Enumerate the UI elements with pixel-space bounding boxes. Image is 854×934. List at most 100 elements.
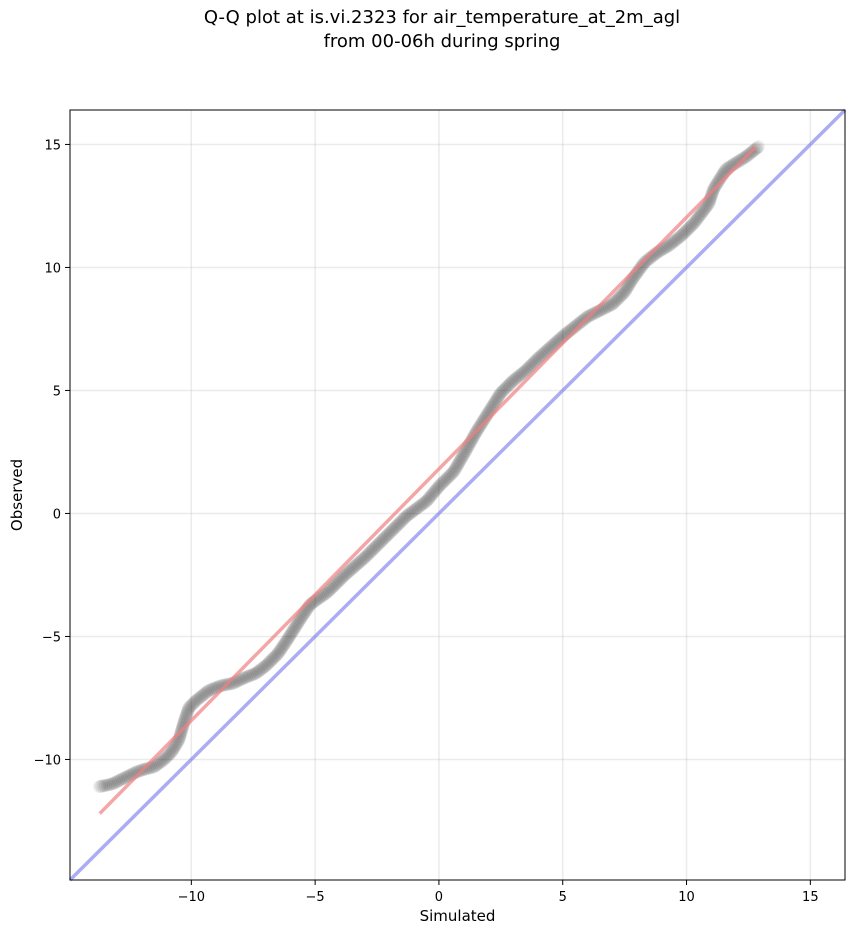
- qq-point: [517, 365, 531, 379]
- qq-point: [368, 540, 382, 554]
- qq-point: [182, 702, 196, 716]
- qq-point: [429, 482, 443, 496]
- qq-point: [405, 505, 419, 519]
- qq-point: [382, 527, 396, 541]
- qq-point: [499, 381, 513, 395]
- qq-point: [621, 279, 635, 293]
- qq-point: [383, 525, 397, 539]
- qq-point: [342, 564, 356, 578]
- qq-point: [487, 396, 501, 410]
- qq-point: [667, 235, 681, 249]
- qq-point: [664, 237, 678, 251]
- qq-point: [365, 543, 379, 557]
- qq-point: [614, 289, 628, 303]
- qq-point: [500, 379, 514, 393]
- qq-point: [289, 619, 303, 633]
- qq-point: [466, 431, 480, 445]
- qq-point: [518, 364, 532, 378]
- qq-point: [419, 494, 433, 508]
- qq-point: [180, 705, 194, 719]
- qq-point: [400, 509, 414, 523]
- qq-point: [180, 707, 194, 721]
- qq-point: [253, 663, 267, 677]
- qq-point: [236, 672, 250, 686]
- qq-point: [337, 568, 351, 582]
- qq-point: [333, 573, 347, 587]
- qq-point: [455, 450, 469, 464]
- qq-point: [292, 614, 306, 628]
- qq-point: [437, 474, 451, 488]
- x-tick-label: 10: [678, 890, 695, 905]
- qq-point: [348, 559, 362, 573]
- qq-point: [520, 363, 534, 377]
- qq-point: [345, 562, 359, 576]
- qq-point: [608, 294, 622, 308]
- qq-point: [691, 211, 705, 225]
- qq-point: [436, 475, 450, 489]
- qq-point: [278, 636, 292, 650]
- qq-point: [241, 669, 255, 683]
- qq-point: [274, 642, 288, 656]
- qq-point: [140, 762, 154, 776]
- qq-point: [711, 176, 725, 190]
- qq-point: [97, 779, 111, 793]
- qq-point: [611, 292, 625, 306]
- qq-point: [439, 472, 453, 486]
- qq-point: [699, 200, 713, 214]
- qq-point: [494, 386, 508, 400]
- y-tick-label: −10: [34, 753, 61, 768]
- qq-point: [325, 581, 339, 595]
- qq-point: [443, 468, 457, 482]
- qq-point: [352, 555, 366, 569]
- qq-point: [322, 584, 336, 598]
- qq-point: [153, 756, 167, 770]
- qq-point: [255, 662, 269, 676]
- qq-point: [496, 383, 510, 397]
- qq-point: [476, 415, 490, 429]
- qq-point: [202, 683, 216, 697]
- qq-point: [100, 778, 114, 792]
- x-tick-label: −5: [306, 890, 325, 905]
- qq-point: [376, 532, 390, 546]
- qq-point: [237, 671, 251, 685]
- qq-point: [389, 520, 403, 534]
- y-tick-label: 15: [44, 138, 61, 153]
- qq-point: [287, 622, 301, 636]
- qq-point: [104, 777, 118, 791]
- qq-point: [508, 372, 522, 386]
- qq-point: [374, 535, 388, 549]
- qq-point: [634, 260, 648, 274]
- qq-point: [431, 481, 445, 495]
- qq-point: [488, 395, 502, 409]
- qq-point: [372, 536, 386, 550]
- qq-point: [423, 490, 437, 504]
- qq-point: [531, 351, 545, 365]
- qq-point: [447, 464, 461, 478]
- qq-point: [454, 452, 468, 466]
- qq-point: [396, 513, 410, 527]
- qq-point: [712, 174, 726, 188]
- qq-point: [261, 657, 275, 671]
- qq-point: [183, 700, 197, 714]
- qq-point: [686, 217, 700, 231]
- qq-point: [288, 621, 302, 635]
- qq-point: [385, 524, 399, 538]
- qq-point: [641, 253, 655, 267]
- qq-point: [684, 219, 698, 233]
- qq-point: [165, 744, 179, 758]
- qq-point: [282, 631, 296, 645]
- qq-point: [188, 694, 202, 708]
- qq-point: [326, 580, 340, 594]
- qq-point: [269, 648, 283, 662]
- qq-point: [451, 457, 465, 471]
- qq-point: [108, 776, 122, 790]
- qq-point: [234, 673, 248, 687]
- qq-point: [527, 356, 541, 370]
- chart-title-block: Q-Q plot at is.vi.2323 for air_temperatu…: [0, 6, 854, 54]
- qq-point: [362, 546, 376, 560]
- qq-point: [317, 587, 331, 601]
- qq-point: [637, 257, 651, 271]
- qq-point: [388, 521, 402, 535]
- qq-point: [571, 317, 585, 331]
